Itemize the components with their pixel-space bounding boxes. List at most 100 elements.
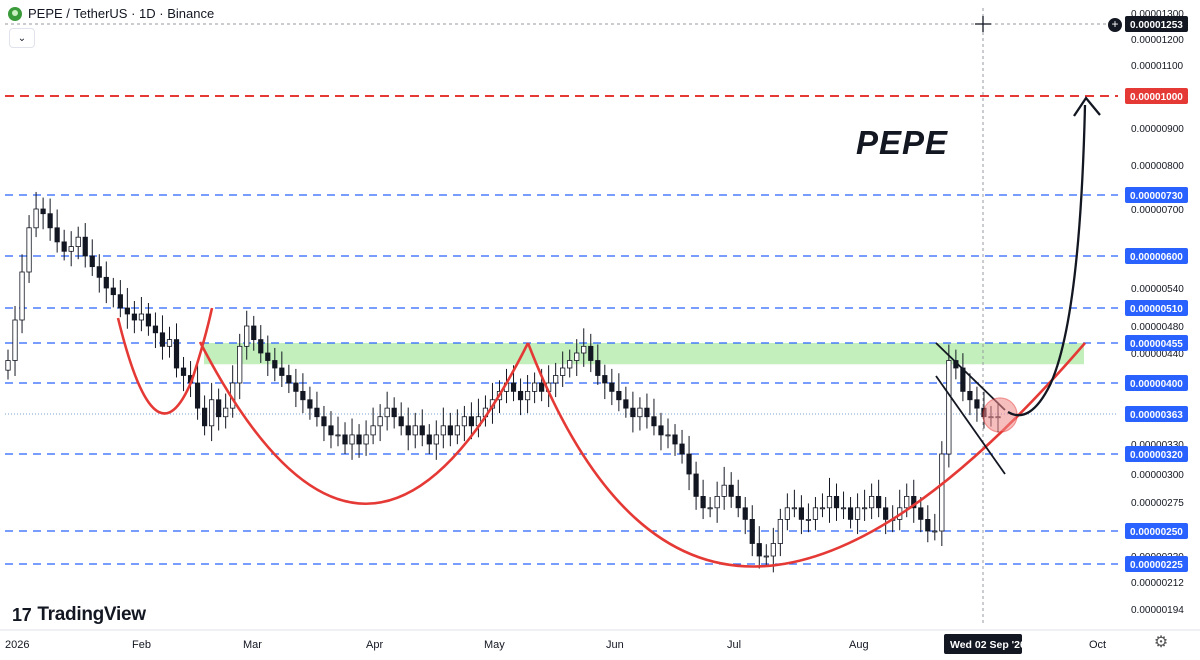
candle-body (904, 495, 910, 509)
candle-body (307, 399, 313, 409)
candle-body (279, 367, 285, 376)
candle-body (616, 390, 622, 401)
candle-body (925, 519, 931, 532)
candle-body (777, 519, 783, 544)
candle-body (567, 360, 573, 369)
candle-body (26, 227, 32, 273)
price-label-badge (1125, 375, 1188, 391)
price-label-badge (1125, 406, 1188, 422)
candle-body (117, 294, 123, 309)
candle-body (335, 434, 341, 437)
candle-body (869, 495, 875, 509)
time-tick-label: Mar (243, 639, 262, 651)
price-tick-label: 0.00001300 (1131, 9, 1184, 20)
price-label-value: 0.00000400 (1130, 379, 1183, 390)
price-label-badge (1125, 187, 1188, 203)
candle-body (159, 332, 166, 347)
candle-body (152, 325, 159, 334)
candle-body (384, 407, 390, 418)
candle-body (145, 313, 152, 327)
candle-body (812, 507, 819, 520)
candle-body (742, 507, 748, 520)
candle-body (679, 443, 685, 455)
price-label-badge (1125, 446, 1188, 462)
add-alert-icon[interactable]: + (1107, 17, 1123, 33)
price-label-value: 0.00000600 (1130, 252, 1183, 263)
candle-body (447, 425, 453, 436)
price-label-badge (1125, 556, 1188, 572)
candle-body (75, 236, 81, 247)
candle-body (847, 507, 854, 520)
candle-body (398, 416, 404, 427)
candle-body (805, 519, 812, 521)
price-label-badge (1125, 16, 1188, 32)
candle-body (124, 307, 130, 315)
candle-body (363, 434, 369, 445)
candle-body (468, 416, 475, 427)
candle-body (96, 266, 102, 278)
candle-body (854, 507, 861, 520)
price-label-value: 0.00000363 (1130, 410, 1183, 421)
big-cup-curve (526, 342, 1086, 568)
time-tick-label: 2026 (5, 639, 29, 651)
candle-body (819, 507, 826, 510)
candle-body (833, 495, 840, 509)
price-tick-label: 0.00001200 (1131, 35, 1184, 46)
candle-body (258, 339, 264, 354)
price-tick-label: 0.00000900 (1131, 124, 1184, 135)
candle-body (784, 507, 790, 520)
price-label-badge (1125, 248, 1188, 264)
candle-body (251, 325, 257, 340)
symbol-title[interactable]: PEPE / TetherUS · 1D · Binance (28, 6, 215, 21)
chart-header: PEPE / TetherUS · 1D · Binance (8, 6, 214, 21)
candle-body (623, 399, 629, 409)
candle-body (707, 507, 713, 510)
candle-body (391, 407, 397, 418)
price-label-value: 0.00000320 (1130, 450, 1183, 461)
candle-body (932, 530, 938, 533)
candle-body (244, 325, 250, 347)
candle-body (946, 360, 952, 455)
candle-body (61, 241, 67, 252)
candle-body (588, 345, 594, 361)
candle-body (433, 434, 439, 445)
candle-body (967, 390, 973, 401)
price-tick-label: 0.00000330 (1131, 440, 1184, 451)
candle-body (300, 390, 306, 401)
candle-body (180, 367, 187, 376)
candle-body (974, 399, 980, 409)
candle-body (138, 313, 145, 321)
candle-body (595, 360, 601, 376)
candle-body (216, 399, 222, 418)
candle-body (110, 287, 116, 296)
candle-body (763, 555, 769, 558)
candle-body (461, 416, 467, 427)
candle-body (237, 345, 243, 384)
candle-body (876, 495, 882, 509)
candle-body (553, 375, 559, 384)
candle-body (721, 484, 727, 497)
time-tick-label: Apr (366, 639, 383, 651)
candle-body (581, 345, 587, 354)
time-tick-label: May (484, 639, 505, 651)
price-label-value: 0.00000455 (1130, 339, 1183, 350)
candle-body (672, 434, 678, 445)
candle-body (194, 382, 201, 409)
collapse-toggle-button[interactable]: ⌄ (9, 28, 35, 48)
candle-body (918, 507, 924, 520)
candle-body (861, 507, 868, 510)
candle-body (728, 484, 734, 497)
candle-body (68, 246, 74, 252)
candle-body (89, 255, 95, 268)
candle-body (12, 319, 18, 361)
gear-icon[interactable]: ⚙ (1153, 634, 1169, 651)
candle-body (510, 382, 517, 392)
candle-body (735, 495, 741, 509)
price-label-value: 0.00000225 (1130, 560, 1183, 571)
candle-body (791, 507, 797, 510)
projection-arrow (1007, 104, 1087, 417)
candle-body (749, 519, 755, 544)
candle-body (756, 543, 762, 557)
price-tick-label: 0.00000212 (1131, 578, 1184, 589)
